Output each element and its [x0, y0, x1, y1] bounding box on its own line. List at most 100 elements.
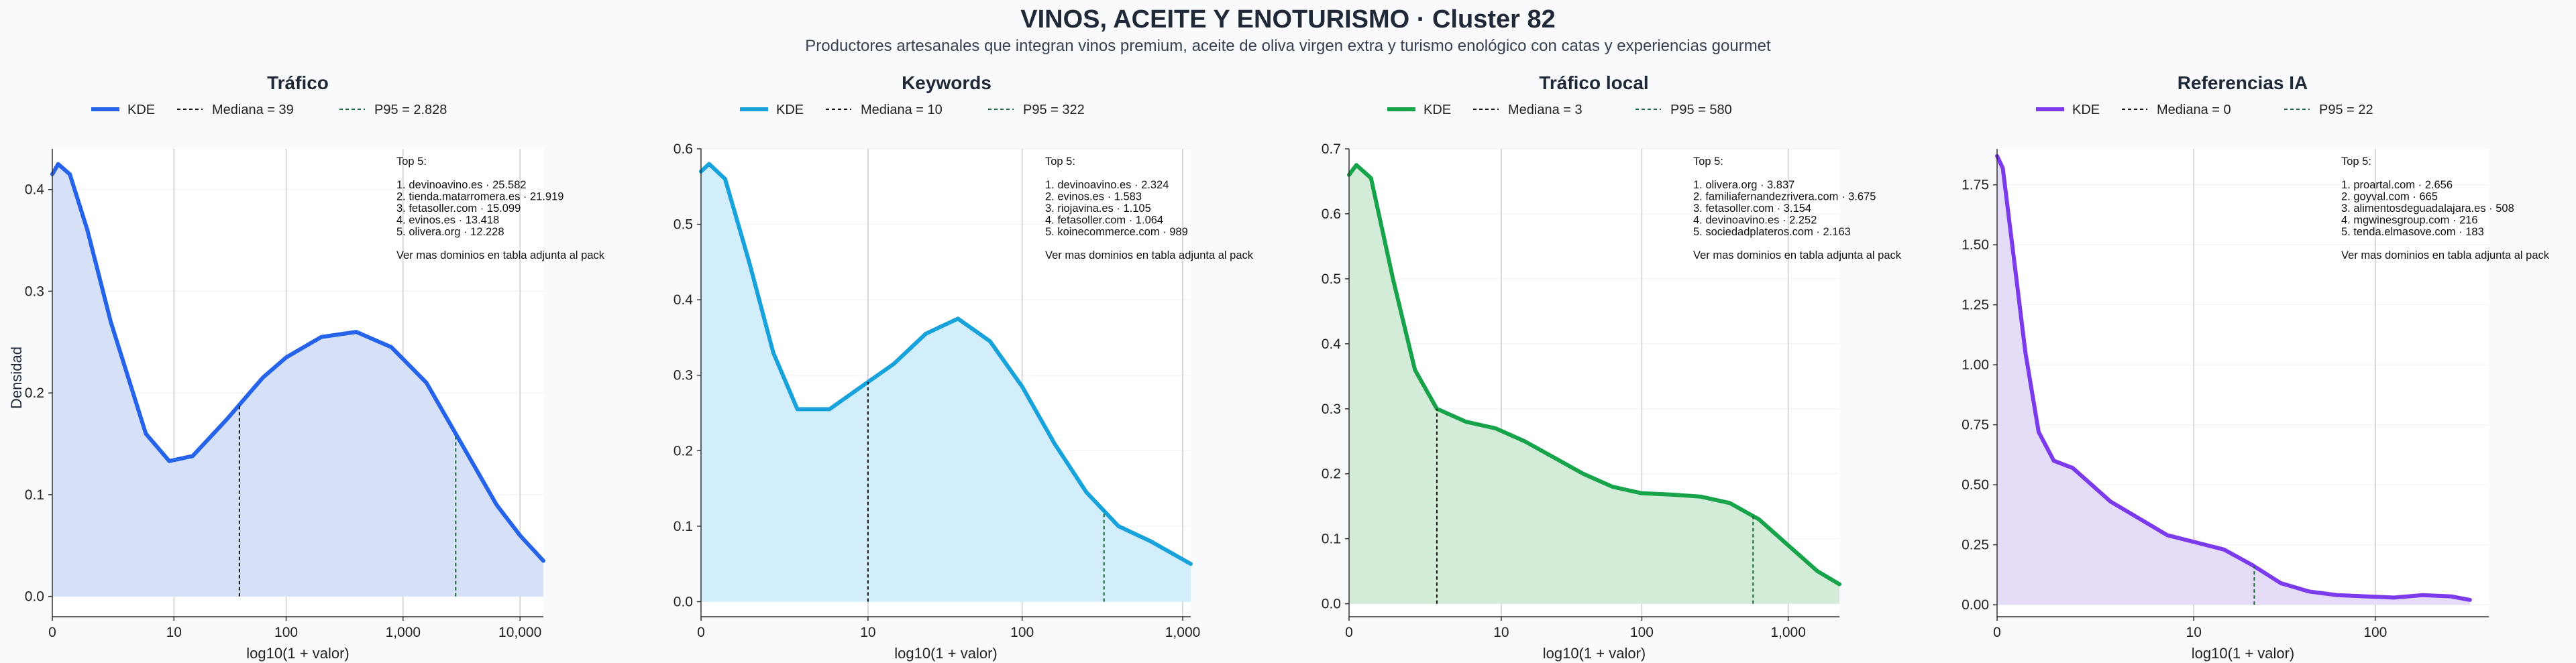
top5-line: 3. fetasoller.com · 15.099: [396, 202, 521, 215]
kde-line: [699, 162, 1193, 566]
top5-line: 5. olivera.org · 12.228: [396, 226, 504, 238]
y-tick-label: 0.4: [25, 182, 45, 198]
kde-area: [52, 164, 543, 597]
x-tick-label: 10: [166, 625, 182, 640]
x-axis-label: log10(1 + valor): [894, 645, 997, 662]
page-subtitle: Productores artesanales que integran vin…: [805, 37, 1771, 55]
legend-kde-label: KDE: [776, 103, 804, 117]
top5-line: Ver mas dominios en tabla adjunta al pac…: [1693, 249, 1902, 261]
y-tick-label: 1.00: [1962, 357, 1989, 373]
kde-area: [1349, 165, 1839, 604]
y-tick-label: 0.5: [1322, 272, 1341, 287]
legend-median-label: Mediana = 3: [1508, 103, 1582, 117]
y-tick-label: 0.0: [674, 594, 693, 609]
y-tick-label: 0.1: [25, 487, 44, 503]
y-tick-label: 0.3: [25, 284, 44, 299]
y-tick-label: 1.25: [1962, 298, 1989, 313]
top5-line: 1. devinoavino.es · 2.324: [1045, 179, 1169, 191]
y-tick-label: 0.2: [25, 385, 44, 401]
legend-median-label: Mediana = 39: [212, 103, 294, 117]
x-tick-label: 0: [697, 625, 705, 640]
legend-median-label: Mediana = 10: [861, 103, 943, 117]
x-axis-label: log10(1 + valor): [2192, 645, 2294, 662]
legend-kde-label: KDE: [127, 103, 155, 117]
x-tick-label: 100: [2363, 625, 2387, 640]
y-tick-label: 0.4: [1322, 337, 1342, 352]
page-title: VINOS, ACEITE Y ENOTURISMO · Cluster 82: [1020, 5, 1556, 34]
y-tick-label: 0.3: [1322, 402, 1341, 417]
x-tick-label: 10: [2186, 625, 2202, 640]
y-tick-label: 0.3: [674, 368, 693, 383]
y-tick-label: 0.5: [674, 217, 693, 233]
legend-median-label: Mediana = 0: [2157, 103, 2231, 117]
y-tick-label: 0.50: [1962, 477, 1989, 493]
kde-area: [701, 164, 1191, 602]
legend-p95-label: P95 = 580: [1670, 103, 1732, 117]
chart-panel-3: 0.0 0.1 0.2 0.3 0.4 0.5 0.6 0.7 0 10 100 1,000 log10…: [1322, 72, 1902, 662]
y-tick-label: 0.75: [1962, 418, 1989, 433]
y-tick-label: 1.50: [1962, 237, 1989, 253]
x-tick-label: 10: [860, 625, 875, 640]
kde-line: [1347, 163, 1841, 587]
y-tick-label: 0.7: [1322, 141, 1341, 157]
chart-panel-2: 0.0 0.1 0.2 0.3 0.4 0.5 0.6 0 10 100 1,000 log10(1 …: [674, 72, 1254, 662]
x-axis-label: log10(1 + valor): [246, 645, 349, 662]
y-tick-label: 0.2: [674, 443, 693, 459]
top5-line: 1. devinoavino.es · 25.582: [396, 179, 527, 191]
x-axis-label: log10(1 + valor): [1543, 645, 1646, 662]
chart-title: Referencias IA: [2178, 72, 2308, 93]
x-tick-label: 1,000: [1770, 625, 1806, 640]
legend-p95-label: P95 = 2.828: [374, 103, 447, 117]
y-tick-label: 1.75: [1962, 178, 1989, 193]
top5-line: 5. koinecommerce.com · 989: [1045, 226, 1188, 238]
top5-line: Top 5:: [1045, 156, 1075, 168]
y-tick-label: 0.0: [1322, 597, 1341, 612]
top5-line: 5. sociedadplateros.com · 2.163: [1693, 226, 1851, 238]
chart-title: Keywords: [902, 72, 991, 93]
top5-line: Top 5:: [1693, 156, 1723, 168]
top5-line: 3. riojavina.es · 1.105: [1045, 202, 1151, 215]
y-tick-label: 0.6: [674, 141, 693, 157]
chart-title: Tráfico: [267, 72, 329, 93]
y-tick-label: 0.6: [1322, 206, 1341, 222]
y-tick-label: 0.1: [674, 519, 693, 534]
x-tick-label: 100: [1010, 625, 1034, 640]
legend-p95-label: P95 = 22: [2319, 103, 2373, 117]
y-tick-label: 0.25: [1962, 538, 1989, 553]
kde-area: [1997, 156, 2470, 605]
top5-line: Top 5:: [396, 156, 427, 168]
legend-p95-label: P95 = 322: [1023, 103, 1085, 117]
top5-line: 2. evinos.es · 1.583: [1045, 191, 1142, 203]
top5-line: 3. fetasoller.com · 3.154: [1693, 202, 1811, 215]
top5-line: 1. olivera.org · 3.837: [1693, 179, 1794, 191]
x-tick-label: 10: [1493, 625, 1509, 640]
x-tick-label: 100: [274, 625, 298, 640]
top5-line: Ver mas dominios en tabla adjunta al pac…: [396, 249, 605, 261]
legend-kde-label: KDE: [2072, 103, 2100, 117]
y-tick-label: 0.0: [25, 589, 44, 605]
kde-line: [1995, 154, 2472, 602]
chart-title: Tráfico local: [1539, 72, 1648, 93]
x-tick-label: 0: [48, 625, 56, 640]
x-tick-label: 10,000: [498, 625, 541, 640]
top5-line: Top 5:: [2341, 156, 2371, 168]
x-tick-label: 0: [1345, 625, 1353, 640]
legend-kde-label: KDE: [1424, 103, 1451, 117]
x-tick-label: 1,000: [1165, 625, 1201, 640]
kde-line: [50, 162, 545, 563]
top5-line: 4. evinos.es · 13.418: [396, 215, 499, 227]
top5-line: 4. fetasoller.com · 1.064: [1045, 215, 1163, 227]
top5-line: 2. goyval.com · 665: [2341, 191, 2438, 203]
top5-line: 3. alimentosdeguadalajara.es · 508: [2341, 202, 2514, 215]
top5-line: 4. devinoavino.es · 2.252: [1693, 215, 1817, 227]
top5-line: 2. tienda.matarromera.es · 21.919: [396, 191, 564, 203]
top5-line: 4. mgwinesgroup.com · 216: [2341, 215, 2478, 227]
chart-panel-4: 0.00 0.25 0.50 0.75 1.00 1.25 1.50 1.75 0 10 100 lo…: [1962, 72, 2550, 662]
top5-line: Ver mas dominios en tabla adjunta al pac…: [1045, 249, 1254, 261]
y-tick-label: 0.00: [1962, 597, 1989, 613]
top5-line: 2. familiafernandezrivera.com · 3.675: [1693, 191, 1876, 203]
x-tick-label: 0: [1993, 625, 2001, 640]
y-tick-label: 0.1: [1322, 532, 1341, 547]
x-tick-label: 100: [1630, 625, 1654, 640]
